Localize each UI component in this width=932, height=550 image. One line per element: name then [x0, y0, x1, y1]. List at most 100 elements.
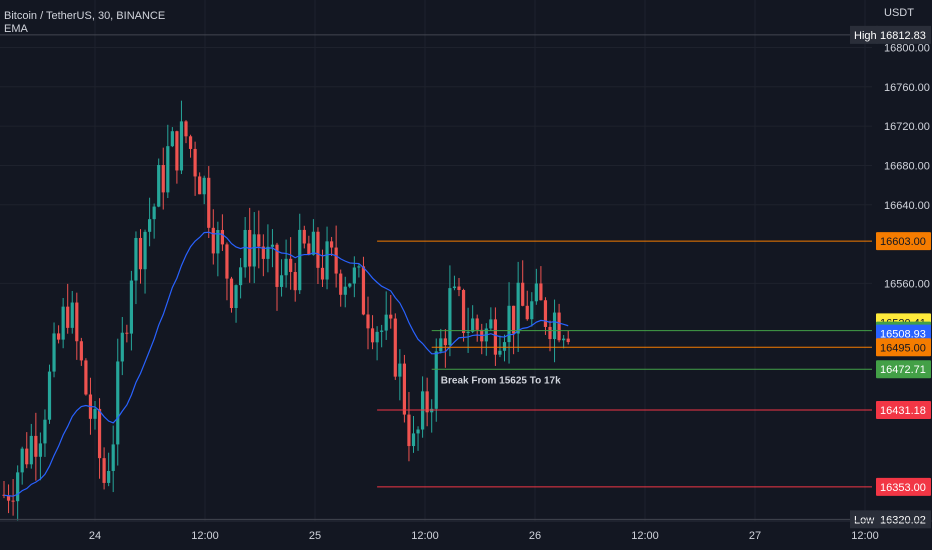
- high-tag-bg: [850, 25, 878, 44]
- candle-body: [243, 229, 247, 268]
- candle-body: [416, 429, 420, 434]
- candle-body: [207, 177, 211, 228]
- candle-body: [407, 414, 411, 447]
- candle-body: [29, 435, 33, 465]
- candle-body: [521, 282, 525, 306]
- candle-body: [293, 271, 297, 291]
- candle-body: [298, 229, 302, 291]
- candle-body: [234, 285, 238, 309]
- candle-body: [334, 247, 338, 274]
- candle-body: [120, 332, 124, 362]
- candle-body: [411, 433, 416, 447]
- candle-body: [380, 330, 384, 332]
- candle-body: [279, 275, 284, 287]
- candle-body: [457, 286, 461, 291]
- candle-body: [166, 146, 170, 193]
- candle-body: [266, 246, 270, 259]
- candle-body: [107, 470, 111, 483]
- candle-body: [179, 121, 184, 171]
- x-tick-label: 12:00: [411, 530, 439, 542]
- candle-body: [498, 350, 502, 355]
- candle-body: [252, 234, 256, 267]
- candle-body: [16, 472, 20, 502]
- candle-body: [343, 286, 347, 295]
- price-label-bg: [876, 477, 931, 496]
- candle-body: [330, 241, 334, 248]
- candle-body: [375, 331, 379, 343]
- candle-body: [152, 206, 156, 220]
- x-tick-label: 24: [89, 530, 101, 542]
- candle-body: [11, 500, 15, 502]
- price-label-bg: [876, 360, 931, 379]
- candle-body: [566, 338, 570, 343]
- low-tag-label: Low: [854, 514, 874, 526]
- candle-body: [552, 312, 557, 340]
- x-tick-label: 26: [529, 530, 541, 542]
- candle-body: [448, 288, 452, 346]
- x-tick-label: 12:00: [631, 530, 659, 542]
- candle-body: [47, 371, 52, 420]
- price-label: 16508.93: [880, 329, 926, 341]
- candle-body: [97, 408, 102, 459]
- y-tick-label: 16560.00: [884, 278, 930, 290]
- candle-body: [70, 302, 74, 328]
- high-value: 16812.83: [880, 30, 926, 42]
- x-tick-label: 12:00: [851, 530, 879, 542]
- candle-body: [557, 312, 561, 341]
- candle-body: [184, 121, 188, 137]
- candle-body: [220, 230, 224, 245]
- candle-body: [452, 286, 457, 289]
- candle-body: [325, 241, 329, 280]
- symbol-title[interactable]: Bitcoin / TetherUS, 30, BINANCE: [4, 10, 166, 22]
- candle-body: [361, 266, 366, 315]
- candle-body: [289, 258, 293, 272]
- candle-body: [430, 408, 434, 413]
- x-tick-label: 12:00: [191, 530, 219, 542]
- candle-body: [79, 341, 83, 361]
- y-tick-label: 16720.00: [884, 121, 930, 133]
- candle-body: [157, 165, 161, 207]
- ema-line: [3, 231, 569, 497]
- candle-body: [2, 494, 6, 496]
- candle-body: [38, 443, 42, 457]
- candle-body: [307, 243, 311, 255]
- price-label-bg: [876, 338, 931, 357]
- candle-body: [198, 176, 202, 195]
- low-tag-bg: [850, 510, 878, 529]
- price-label-bg: [876, 232, 931, 251]
- candle-body: [34, 435, 38, 457]
- candle-body: [84, 360, 88, 395]
- candle-body: [211, 227, 215, 254]
- candle-body: [284, 258, 288, 276]
- candle-body: [398, 363, 402, 377]
- price-label: 16431.18: [880, 405, 926, 417]
- indicator-label[interactable]: EMA: [4, 23, 28, 35]
- candle-body: [425, 391, 429, 413]
- candle-body: [261, 246, 265, 259]
- candle-body: [402, 363, 406, 415]
- y-tick-label: 16760.00: [884, 82, 930, 94]
- candle-body: [489, 319, 493, 329]
- currency-label: USDT: [884, 7, 914, 19]
- candle-body: [534, 283, 538, 302]
- candle-body: [270, 244, 275, 247]
- candle-body: [461, 290, 466, 333]
- candle-body: [116, 361, 120, 445]
- candle-body: [471, 318, 475, 332]
- candle-body: [6, 495, 11, 501]
- candle-body: [384, 314, 388, 331]
- candle-body: [102, 458, 106, 483]
- candle-body: [443, 338, 447, 346]
- price-label-bg: [876, 401, 931, 420]
- candle-body: [502, 342, 507, 351]
- candle-body: [57, 333, 61, 340]
- candle-body: [75, 302, 79, 342]
- candle-body: [193, 148, 197, 177]
- candle-body: [311, 231, 315, 255]
- candle-body: [161, 165, 165, 193]
- price-label: 16472.71: [880, 364, 926, 376]
- candle-body: [370, 328, 375, 343]
- candle-body: [316, 231, 320, 268]
- candle-body: [530, 301, 534, 320]
